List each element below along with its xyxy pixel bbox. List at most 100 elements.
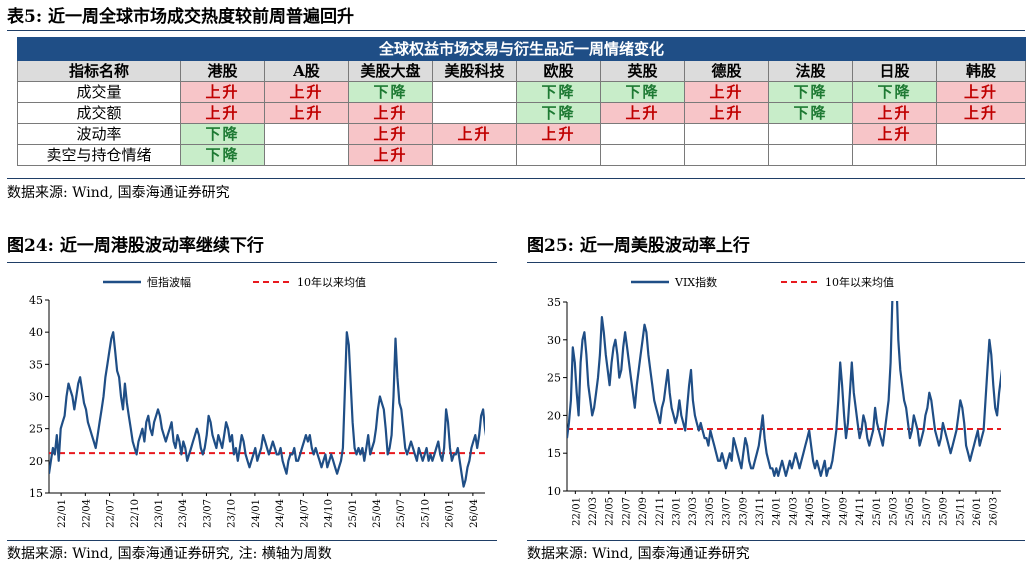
table-cell: 下降 — [768, 102, 853, 124]
x-tick-label: 23/07 — [722, 497, 733, 526]
table-title: 表5: 近一周全球市场成交热度较前周普遍回升 — [7, 7, 355, 27]
table-cell: 上升 — [516, 123, 601, 145]
table-cell: 下降 — [516, 102, 601, 124]
x-tick-label: 22/01 — [57, 499, 68, 528]
table-cell: 下降 — [852, 81, 937, 103]
x-tick-label: 25/01 — [348, 499, 359, 528]
x-tick-label: 23/10 — [227, 499, 238, 528]
chart24-bottom-rule — [7, 540, 497, 541]
series-line — [567, 301, 1001, 477]
x-tick-label: 25/01 — [872, 497, 883, 526]
legend-label-mean: 10年以来均值 — [297, 275, 366, 289]
row-label: 成交量 — [17, 81, 181, 103]
x-tick-label: 23/05 — [705, 497, 716, 526]
x-tick-label: 26/04 — [469, 499, 480, 528]
y-tick-label: 35 — [547, 296, 561, 309]
y-tick-label: 20 — [547, 409, 561, 422]
x-tick-label: 22/05 — [605, 497, 616, 526]
table-header-row: 指标名称 港股 A股 美股大盘 美股科技 欧股 英股 德股 法股 日股 韩股 — [17, 60, 1027, 82]
x-tick-label: 25/07 — [396, 499, 407, 528]
table-cell: 下降 — [600, 81, 685, 103]
table-cell: 上升 — [684, 81, 769, 103]
table-source: 数据来源: Wind, 国泰海通证券研究 — [7, 185, 230, 201]
table-cell: 上升 — [264, 102, 349, 124]
x-tick-label: 25/04 — [372, 499, 383, 528]
x-tick-label: 23/07 — [202, 499, 213, 528]
x-tick-label: 25/07 — [922, 497, 933, 526]
x-tick-label: 23/04 — [178, 499, 189, 528]
table-cell: 上升 — [264, 81, 349, 103]
x-tick-label: 23/09 — [738, 497, 749, 526]
y-tick-label: 10 — [547, 485, 561, 498]
column-header: 日股 — [852, 60, 937, 82]
chart25-title: 图25: 近一周美股波动率上行 — [527, 236, 750, 256]
x-tick-label: 24/03 — [788, 497, 799, 526]
x-tick-label: 24/10 — [324, 499, 335, 528]
table-cell — [935, 144, 1027, 166]
x-tick-label: 25/03 — [889, 497, 900, 526]
column-header: 欧股 — [516, 60, 601, 82]
x-tick-label: 25/11 — [955, 497, 966, 526]
table-cell — [516, 144, 601, 166]
table-cell: 下降 — [180, 144, 265, 166]
table-cell: 上升 — [348, 123, 433, 145]
table-cell — [600, 123, 685, 145]
chart24-source: 数据来源: Wind, 国泰海通证券研究, 注: 横轴为周数 — [7, 546, 332, 562]
table-bottom-rule — [7, 178, 1025, 179]
x-tick-label: 24/07 — [299, 499, 310, 528]
x-tick-label: 23/11 — [755, 497, 766, 526]
chart24-title: 图24: 近一周港股波动率继续下行 — [7, 236, 264, 256]
table-cell: 上升 — [600, 102, 685, 124]
y-tick-label: 45 — [29, 294, 43, 307]
table-row: 成交额 上升 上升 上升 下降 上升 上升 下降 上升 上升 — [17, 102, 1027, 124]
x-tick-label: 22/07 — [621, 497, 632, 526]
table-cell — [432, 144, 517, 166]
table-cell: 上升 — [852, 123, 937, 145]
y-tick-label: 30 — [547, 334, 561, 347]
table-cell: 上升 — [180, 102, 265, 124]
table-cell — [432, 81, 517, 103]
table-cell — [600, 144, 685, 166]
x-tick-label: 24/11 — [855, 497, 866, 526]
table-row: 波动率 下降 上升 上升 上升 上升 — [17, 123, 1027, 145]
x-tick-label: 22/09 — [638, 497, 649, 526]
table-cell — [935, 123, 1027, 145]
column-header: 英股 — [600, 60, 685, 82]
x-tick-label: 24/07 — [822, 497, 833, 526]
x-tick-label: 23/01 — [672, 497, 683, 526]
table-cell — [684, 123, 769, 145]
table-cell — [852, 144, 937, 166]
series-line — [49, 331, 485, 488]
x-tick-label: 25/10 — [420, 499, 431, 528]
x-tick-label: 22/04 — [81, 499, 92, 528]
table-cell: 下降 — [516, 81, 601, 103]
row-label: 卖空与持仓情绪 — [17, 144, 181, 166]
y-tick-label: 25 — [547, 372, 561, 385]
x-tick-label: 23/01 — [154, 499, 165, 528]
chart24-title-rule — [7, 262, 497, 263]
table-cell: 上升 — [432, 123, 517, 145]
table-cell: 下降 — [768, 81, 853, 103]
table-cell: 上升 — [348, 102, 433, 124]
x-tick-label: 22/07 — [106, 499, 117, 528]
table-row: 卖空与持仓情绪 下降 上升 — [17, 144, 1027, 166]
table-cell: 上升 — [935, 81, 1027, 103]
y-tick-label: 20 — [29, 455, 43, 468]
column-header: 美股科技 — [432, 60, 517, 82]
legend-label-mean: 10年以来均值 — [825, 275, 894, 289]
chart25-source: 数据来源: Wind, 国泰海通证券研究 — [527, 546, 750, 562]
table-cell — [264, 144, 349, 166]
row-label: 成交额 — [17, 102, 181, 124]
vix-chart: 10 15 20 25 30 35 22/01 22/03 22/05 22/07 22/09 22/… — [547, 275, 1001, 526]
y-tick-label: 15 — [547, 447, 561, 460]
y-tick-label: 35 — [29, 358, 43, 371]
y-tick-label: 25 — [29, 423, 43, 436]
x-tick-label: 22/11 — [655, 497, 666, 526]
column-header: 法股 — [768, 60, 853, 82]
chart25-bottom-rule — [527, 540, 1025, 541]
legend-label-series: 恒指波幅 — [147, 275, 191, 289]
x-tick-label: 24/04 — [275, 499, 286, 528]
x-tick-label: 25/09 — [939, 497, 950, 526]
column-header: 德股 — [684, 60, 769, 82]
table-cell — [684, 144, 769, 166]
